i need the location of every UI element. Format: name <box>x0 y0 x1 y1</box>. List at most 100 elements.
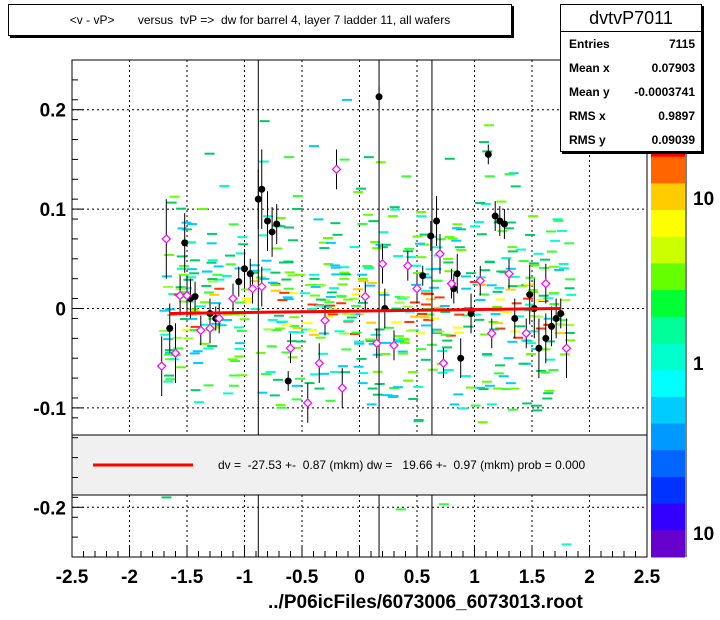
data-point <box>457 354 465 362</box>
histogram-cell <box>169 195 180 198</box>
histogram-cell <box>330 222 341 225</box>
histogram-cell <box>492 305 503 308</box>
histogram-cell <box>286 340 297 343</box>
histogram-cell <box>168 293 179 296</box>
histogram-cell <box>166 201 177 204</box>
colorbar-swatch <box>651 343 685 371</box>
histogram-cell <box>177 227 188 230</box>
histogram-cell <box>206 242 217 245</box>
histogram-cell <box>470 313 481 316</box>
histogram-cell <box>525 353 536 356</box>
histogram-cell <box>444 157 455 160</box>
histogram-cell <box>179 318 190 321</box>
histogram-cell <box>324 301 335 304</box>
colorbar: 10 1 10 <box>651 130 714 558</box>
histogram-cell <box>380 243 391 246</box>
histogram-cell <box>181 221 192 224</box>
histogram-cell <box>237 374 248 377</box>
histogram-cell <box>505 288 516 291</box>
histogram-cell <box>420 289 431 292</box>
histogram-cell <box>189 352 200 355</box>
histogram-cell <box>322 306 333 309</box>
histogram-cell <box>316 284 327 287</box>
histogram-cell <box>164 374 175 377</box>
data-point <box>214 313 225 324</box>
histogram-cell <box>465 386 476 389</box>
histogram-cell <box>214 287 225 290</box>
histogram-cell <box>444 236 455 239</box>
data-point <box>331 164 342 175</box>
data-point <box>195 325 206 336</box>
stats-row-mean-y: Mean y -0.0003741 <box>561 80 701 104</box>
histogram-cell <box>442 339 453 342</box>
data-point <box>258 185 266 193</box>
histogram-cell <box>185 241 196 244</box>
data-point <box>500 220 508 228</box>
histogram-cell <box>454 246 465 249</box>
histogram-cell <box>234 347 245 350</box>
histogram-cell <box>287 356 298 359</box>
colorbar-swatch <box>651 236 685 264</box>
data-point <box>521 328 532 339</box>
histogram-cell <box>300 292 311 295</box>
histogram-cell <box>425 298 436 301</box>
histogram-cell <box>158 330 169 333</box>
histogram-cell <box>555 332 566 335</box>
histogram-cell <box>179 300 190 303</box>
histogram-cell <box>325 399 336 402</box>
histogram-cell <box>197 208 208 211</box>
histogram-cell <box>525 342 536 345</box>
histogram-cell <box>447 237 458 240</box>
histogram-cell <box>438 503 449 506</box>
histogram-cell <box>413 419 424 422</box>
colorbar-swatch <box>651 476 685 505</box>
histogram-cell <box>485 384 496 387</box>
histogram-cell <box>529 264 540 267</box>
histogram-cell <box>449 403 460 406</box>
colorbar-label: 1 <box>693 354 704 375</box>
histogram-cell <box>270 271 281 274</box>
histogram-cell <box>382 394 393 397</box>
histogram-cell <box>168 358 179 361</box>
histogram-cell <box>239 318 250 321</box>
histogram-cell <box>482 380 493 383</box>
histogram-cell <box>351 331 362 334</box>
histogram-cell <box>401 175 412 178</box>
histogram-cell <box>374 328 385 331</box>
data-point <box>205 323 215 334</box>
y-tick-label: 0.2 <box>40 101 66 122</box>
histogram-cell <box>310 294 321 297</box>
histogram-cell <box>292 327 303 330</box>
histogram-cell <box>349 332 360 335</box>
histogram-cell <box>413 420 424 423</box>
histogram-cell <box>428 317 439 320</box>
histogram-cell <box>393 335 404 338</box>
histogram-cell <box>486 403 497 406</box>
histogram-cell <box>532 404 543 407</box>
data-point <box>467 309 475 317</box>
profile-points <box>156 86 572 423</box>
data-point <box>337 383 348 393</box>
histogram-cell <box>465 272 476 275</box>
histogram-cell <box>503 357 514 360</box>
histogram-cell <box>412 235 423 238</box>
data-point <box>484 150 492 158</box>
data-point <box>427 232 435 240</box>
histogram-cell <box>326 291 337 294</box>
histogram-cell <box>358 279 369 282</box>
histogram-cell <box>222 313 233 316</box>
histogram-cell <box>307 329 318 332</box>
histogram-cell <box>476 233 487 236</box>
histogram-cell <box>394 340 405 343</box>
histogram-cell <box>249 271 260 274</box>
histogram-cell <box>284 271 295 274</box>
histogram-cell <box>558 262 569 265</box>
colorbar-swatch <box>651 156 685 184</box>
histogram-cell <box>186 276 197 279</box>
histogram-cell <box>183 278 194 281</box>
histogram-cell <box>346 316 357 319</box>
histogram-cell <box>272 247 283 250</box>
histogram-cell <box>221 274 232 277</box>
histogram-cell <box>498 375 509 378</box>
stats-value: 0.09039 <box>651 133 695 147</box>
